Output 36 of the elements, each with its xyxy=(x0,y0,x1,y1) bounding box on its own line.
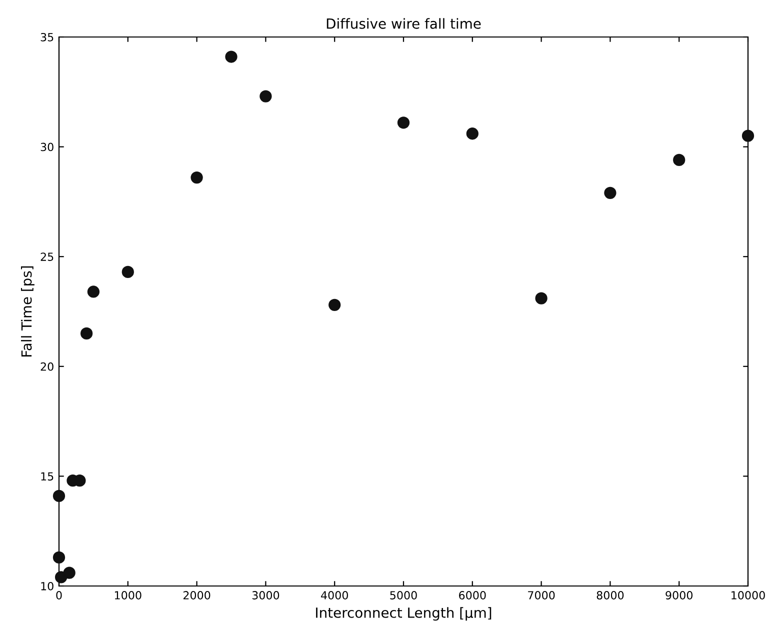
y-tick-label: 25 xyxy=(40,252,54,261)
y-tick-label: 15 xyxy=(41,472,54,481)
x-tick-label: 3000 xyxy=(252,591,280,600)
point xyxy=(604,186,616,199)
point xyxy=(63,566,76,579)
point xyxy=(673,154,686,166)
x-tick-label: 5000 xyxy=(390,591,417,600)
y-tick-label: 35 xyxy=(40,32,54,42)
x-tick-label: 4000 xyxy=(321,591,348,600)
x-tick-label: 10000 xyxy=(732,591,765,600)
x-tick-label: 6000 xyxy=(459,591,486,600)
y-tick-label: 30 xyxy=(40,142,54,152)
x-tick-label: 1000 xyxy=(114,591,142,600)
y-tick-label: 20 xyxy=(40,362,54,371)
point xyxy=(535,292,548,304)
point xyxy=(397,116,410,129)
chart-title: Diffusive wire fall time xyxy=(326,18,481,29)
point xyxy=(52,490,66,502)
x-tick-label: 7000 xyxy=(528,591,555,600)
x-axis-title: Interconnect Length [µm] xyxy=(316,607,492,621)
point xyxy=(52,551,66,564)
y-axis-title: Fall Time [ps] xyxy=(21,266,34,356)
point xyxy=(328,298,341,311)
point xyxy=(466,128,478,140)
point xyxy=(190,171,203,184)
point xyxy=(80,327,93,340)
point xyxy=(742,130,754,142)
point xyxy=(225,50,238,63)
x-tick-label: 0 xyxy=(56,591,62,600)
point xyxy=(87,286,100,298)
x-tick-label: 9000 xyxy=(666,591,692,600)
y-tick-label: 10 xyxy=(41,582,54,590)
point xyxy=(122,266,134,278)
x-tick-label: 8000 xyxy=(596,591,624,600)
point xyxy=(260,90,272,102)
x-tick-label: 2000 xyxy=(183,591,210,600)
